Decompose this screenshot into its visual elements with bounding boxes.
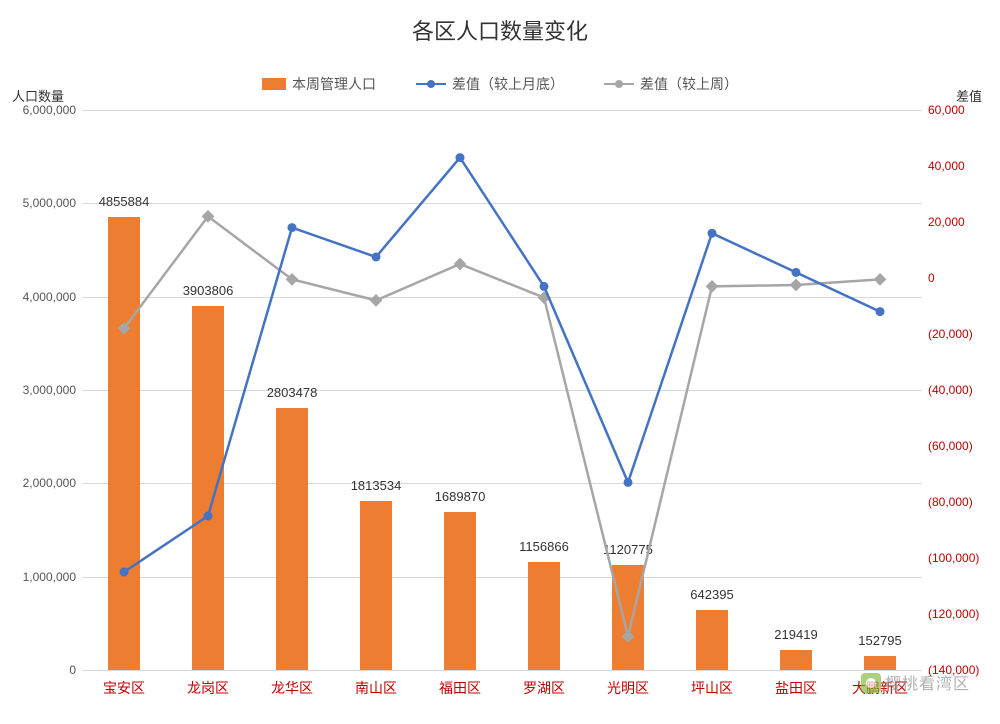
diff-month-marker: [456, 153, 465, 162]
legend: 本周管理人口 差值（较上月底） 差值（较上周）: [0, 74, 1000, 94]
x-category: 罗湖区: [523, 678, 565, 698]
legend-line2: 差值（较上周）: [604, 74, 738, 94]
x-category: 南山区: [355, 678, 397, 698]
x-category: 龙华区: [271, 678, 313, 698]
x-category: 盐田区: [775, 678, 817, 698]
lines-layer: [82, 110, 922, 670]
y2-tick: (140,000): [928, 663, 979, 677]
diff-month-marker: [204, 512, 213, 521]
x-category: 大鹏新区: [852, 678, 908, 698]
y2-tick: 0: [928, 271, 935, 285]
diff-month-marker: [372, 253, 381, 262]
y2-tick: (80,000): [928, 495, 973, 509]
legend-bar-label: 本周管理人口: [292, 74, 376, 94]
diff-month-line: [124, 158, 880, 572]
legend-line2-label: 差值（较上周）: [640, 74, 738, 94]
diff-week-marker: [790, 279, 803, 292]
legend-bar: 本周管理人口: [262, 74, 376, 94]
y2-tick: 40,000: [928, 159, 965, 173]
x-category: 光明区: [607, 678, 649, 698]
y2-tick: (100,000): [928, 551, 979, 565]
line1-swatch-icon: [416, 83, 446, 85]
diff-month-marker: [876, 307, 885, 316]
diff-month-marker: [288, 223, 297, 232]
plot-area: 01,000,0002,000,0003,000,0004,000,0005,0…: [82, 110, 922, 670]
y1-tick: 5,000,000: [23, 196, 76, 210]
diff-week-marker: [370, 294, 383, 307]
y1-tick: 0: [69, 663, 76, 677]
x-category: 福田区: [439, 678, 481, 698]
x-category: 宝安区: [103, 678, 145, 698]
diff-month-marker: [624, 478, 633, 487]
y1-tick: 4,000,000: [23, 290, 76, 304]
y1-tick: 1,000,000: [23, 570, 76, 584]
diff-month-marker: [120, 568, 129, 577]
chart-title: 各区人口数量变化: [0, 14, 1000, 46]
x-category: 龙岗区: [187, 678, 229, 698]
y2-tick: (40,000): [928, 383, 973, 397]
bar-swatch-icon: [262, 78, 286, 90]
diff-week-marker: [454, 258, 467, 271]
y2-tick: (20,000): [928, 327, 973, 341]
diff-week-marker: [706, 280, 719, 293]
y2-tick: 60,000: [928, 103, 965, 117]
x-category: 坪山区: [691, 678, 733, 698]
legend-line1-label: 差值（较上月底）: [452, 74, 564, 94]
diff-month-marker: [708, 229, 717, 238]
legend-line1: 差值（较上月底）: [416, 74, 564, 94]
diff-month-marker: [540, 282, 549, 291]
y2-tick: (60,000): [928, 439, 973, 453]
diff-month-marker: [792, 268, 801, 277]
gridline: [82, 670, 922, 671]
y1-tick: 2,000,000: [23, 476, 76, 490]
diff-week-marker: [874, 273, 887, 286]
y1-tick: 6,000,000: [23, 103, 76, 117]
y1-tick: 3,000,000: [23, 383, 76, 397]
y2-tick: (120,000): [928, 607, 979, 621]
diff-week-marker: [622, 630, 635, 643]
diff-week-line: [124, 216, 880, 636]
line2-swatch-icon: [604, 83, 634, 85]
y2-tick: 20,000: [928, 215, 965, 229]
